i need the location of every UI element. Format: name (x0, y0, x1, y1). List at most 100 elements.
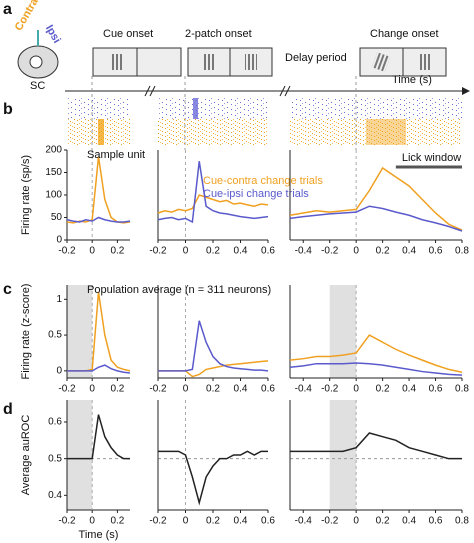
shade (329, 400, 357, 510)
series-line (290, 432, 462, 460)
series-line (158, 360, 269, 378)
x-tick-label: 0.8 (455, 246, 469, 257)
x-tick-label: 0 (353, 516, 359, 527)
cue-label: Cue onset (103, 28, 153, 40)
y-tick-label: 100 (45, 190, 62, 201)
x-tick-label: 0.6 (261, 516, 275, 527)
y-tick-label: 0.5 (48, 330, 62, 341)
delay-label: Delay period (285, 52, 347, 64)
contra-label: Contra (13, 0, 42, 33)
panel-label: a (3, 1, 12, 18)
grating (203, 54, 215, 70)
raster-burst (366, 119, 406, 145)
series-line (158, 450, 268, 506)
x-tick-label: 0.6 (261, 246, 275, 257)
annotation: Sample unit (87, 149, 145, 161)
x-tick-label: 0.8 (455, 384, 469, 395)
series-line (289, 334, 463, 374)
series-line (158, 320, 269, 372)
series-line (67, 364, 131, 374)
y-axis-label: Firing rate (sp/s) (20, 155, 32, 235)
x-tick-label: -0.2 (149, 516, 167, 527)
panel-label: c (3, 281, 12, 298)
x-tick-label: -0.2 (321, 516, 339, 527)
patch-label: 2-patch onset (185, 28, 252, 40)
x-tick-label: 0.6 (261, 384, 275, 395)
x-tick-label: 0 (353, 384, 359, 395)
x-tick-label: 0 (89, 516, 95, 527)
x-tick-label: 0.2 (206, 246, 220, 257)
x-tick-label: 0.2 (376, 516, 390, 527)
x-tick-label: 0.2 (110, 384, 124, 395)
x-tick-label: -0.4 (295, 516, 313, 527)
y-tick-label: 0.6 (48, 417, 62, 428)
raster-ipsi (67, 98, 130, 119)
grating (418, 54, 430, 70)
arrowhead (462, 87, 470, 95)
series-line (67, 414, 130, 460)
x-tick-label: 0.4 (402, 246, 416, 257)
grating (371, 52, 391, 72)
x-tick-label: -0.2 (58, 384, 76, 395)
raster-burst (193, 98, 198, 119)
y-axis-label: Firing rate (z-score) (20, 284, 32, 380)
grating (110, 54, 122, 70)
x-tick-label: 0.2 (110, 246, 124, 257)
x-tick-label: -0.2 (58, 516, 76, 527)
x-tick-label: 0 (89, 246, 95, 257)
y-tick-label: 0 (56, 235, 62, 246)
x-tick-label: 0 (353, 246, 359, 257)
y-tick-label: 200 (45, 145, 62, 156)
y-tick-label: 50 (51, 212, 63, 223)
x-tick-label: 0.4 (234, 516, 248, 527)
x-tick-label: 0 (89, 384, 95, 395)
series-line (157, 161, 269, 224)
series-line (289, 205, 463, 232)
shade (67, 400, 93, 510)
x-tick-label: 0.6 (429, 516, 443, 527)
y-axis-label: Average auROC (20, 415, 32, 496)
x-tick-label: 0.6 (429, 246, 443, 257)
y-tick-label: 150 (45, 167, 62, 178)
panel-label: d (3, 401, 13, 418)
series-line (157, 194, 269, 214)
panel-label: b (3, 101, 13, 118)
mouse-icon (29, 55, 43, 69)
x-tick-label: 0.2 (206, 384, 220, 395)
series-line (289, 166, 463, 231)
legend-entry: Cue-ipsi change trials (203, 188, 309, 200)
change-label: Change onset (370, 28, 439, 40)
x-tick-label: 0.4 (234, 384, 248, 395)
raster-contra (158, 119, 268, 145)
x-axis-label: Time (s) (79, 529, 119, 541)
y-tick-label: 0.5 (48, 453, 62, 464)
x-tick-label: 0.2 (110, 516, 124, 527)
x-tick-label: -0.2 (149, 246, 167, 257)
raster: b c d (3, 98, 462, 418)
x-tick-label: -0.2 (58, 246, 76, 257)
raster-ipsi (158, 98, 268, 119)
grating (245, 54, 257, 70)
x-tick-label: 0.4 (402, 516, 416, 527)
x-tick-label: 0 (183, 384, 189, 395)
x-tick-label: 0.2 (376, 384, 390, 395)
series-line (66, 156, 131, 224)
x-tick-label: 0.2 (206, 516, 220, 527)
y-tick-label: 0.4 (48, 490, 62, 501)
shade (67, 285, 93, 378)
y-tick-label: 1 (56, 294, 62, 305)
raster-contra (290, 119, 462, 145)
x-tick-label: 0.8 (455, 516, 469, 527)
x-tick-label: 0 (183, 246, 189, 257)
series-line (289, 362, 463, 376)
ipsi-label: Ipsi (43, 23, 63, 45)
series-line (66, 216, 131, 223)
raster-ipsi (290, 98, 462, 119)
x-tick-label: -0.2 (321, 384, 339, 395)
x-tick-label: -0.4 (295, 384, 313, 395)
x-tick-label: 0 (183, 516, 189, 527)
time-label: Time (s) (392, 74, 432, 86)
x-tick-label: 0.4 (234, 246, 248, 257)
legend-entry: Cue-contra change trials (203, 175, 323, 187)
